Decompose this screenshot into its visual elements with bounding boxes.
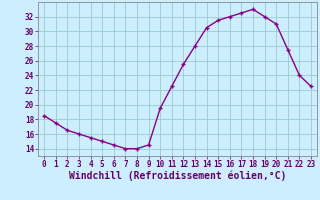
X-axis label: Windchill (Refroidissement éolien,°C): Windchill (Refroidissement éolien,°C) xyxy=(69,171,286,181)
